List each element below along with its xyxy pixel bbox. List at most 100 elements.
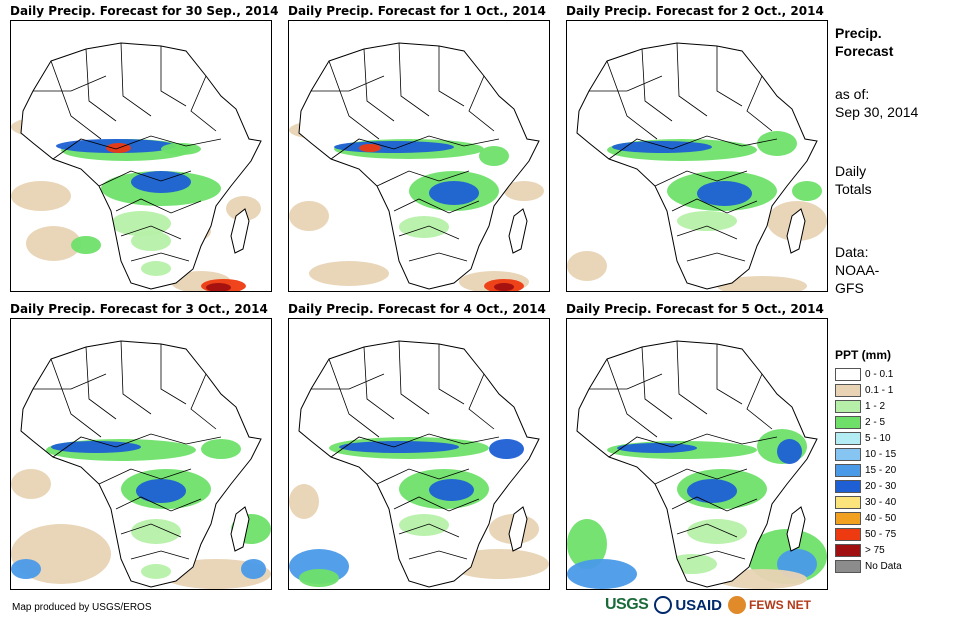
precip-area <box>494 283 514 291</box>
as-of-value: Sep 30, 2014 <box>835 104 919 120</box>
precip-area <box>399 216 449 238</box>
precip-area <box>226 196 261 221</box>
legend-swatch <box>835 367 861 381</box>
country-border <box>115 496 202 512</box>
legend-label: 20 - 30 <box>865 480 897 492</box>
country-border <box>363 346 395 420</box>
coastline <box>576 340 818 588</box>
precip-area <box>131 171 191 193</box>
country-border <box>120 523 182 538</box>
precip-area <box>241 559 266 579</box>
map-title: Daily Precip. Forecast for 4 Oct., 2014 <box>288 302 546 316</box>
country-border <box>606 358 658 438</box>
legend-label: 15 - 20 <box>865 464 897 476</box>
legend-label: No Data <box>865 560 902 572</box>
legend-label: 1 - 2 <box>865 400 886 412</box>
africa-landmass <box>21 43 261 289</box>
country-border <box>398 225 460 240</box>
legend-swatch <box>835 511 861 525</box>
precip-area <box>567 559 637 589</box>
country-border <box>654 170 748 187</box>
usaid-seal-icon <box>654 596 673 614</box>
legend-item: 20 - 30 <box>835 478 902 494</box>
precip-area <box>131 231 171 251</box>
legend-item: No Data <box>835 558 902 574</box>
country-border <box>330 433 500 458</box>
precip-area <box>71 236 101 254</box>
country-border <box>376 468 470 485</box>
legend-label: 10 - 15 <box>865 448 897 460</box>
legend-swatch <box>835 399 861 413</box>
precip-area <box>201 439 241 459</box>
legend-label: 2 - 5 <box>865 416 886 428</box>
coastline <box>20 42 262 290</box>
legend-swatch <box>835 527 861 541</box>
data-line: NOAA- <box>835 262 880 278</box>
data-line: Data: <box>835 244 869 260</box>
country-border <box>641 48 673 122</box>
precip-area <box>567 519 607 569</box>
coastline <box>576 42 818 290</box>
country-border <box>676 523 738 538</box>
country-border <box>676 225 738 240</box>
africa-landmass <box>299 43 539 289</box>
country-border <box>363 48 395 122</box>
legend-swatch <box>835 495 861 509</box>
precip-area <box>141 261 171 276</box>
country-border <box>120 42 152 117</box>
country-border <box>671 198 758 214</box>
africa-map-svg <box>11 42 262 291</box>
legend-label: 40 - 50 <box>865 512 897 524</box>
legend-swatch <box>835 415 861 429</box>
legend-label: 5 - 10 <box>865 432 891 444</box>
precip-area <box>792 181 822 201</box>
country-border <box>311 75 385 92</box>
legend-swatch <box>835 479 861 493</box>
usgs-logo: USGS <box>605 596 649 613</box>
precip-area <box>11 469 51 499</box>
legend-swatch <box>835 463 861 477</box>
legend-swatch <box>835 559 861 573</box>
africa-landmass <box>21 341 261 587</box>
map-credit: Map produced by USGS/EROS <box>12 602 152 613</box>
madagascar <box>508 208 528 254</box>
as-of-label: as of: <box>835 86 870 102</box>
usaid-logo: USAID <box>654 596 722 614</box>
country-border <box>120 225 182 240</box>
precip-area <box>429 181 479 205</box>
precip-area <box>11 559 41 579</box>
country-border <box>50 358 102 438</box>
country-border <box>686 550 746 560</box>
country-border <box>608 135 778 160</box>
madagascar <box>230 506 250 552</box>
precip-area <box>504 181 544 201</box>
precip-area <box>289 484 319 519</box>
map-title: Daily Precip. Forecast for 5 Oct., 2014 <box>566 302 824 316</box>
precip-area <box>429 479 474 501</box>
legend-item: 5 - 10 <box>835 430 902 446</box>
country-border <box>686 252 746 262</box>
madagascar <box>230 208 250 254</box>
data-source: Data: NOAA- GFS <box>835 243 879 297</box>
precip-area <box>667 554 717 574</box>
legend-label: 0.1 - 1 <box>865 384 894 396</box>
legend-item: > 75 <box>835 542 902 558</box>
country-border <box>408 550 468 560</box>
precip-map <box>10 20 272 292</box>
coastline <box>20 340 262 588</box>
precip-map <box>566 318 828 590</box>
country-border <box>160 344 187 405</box>
fews-globe-icon <box>728 596 747 614</box>
heading-line: Precip. <box>835 25 882 41</box>
country-border <box>98 170 192 187</box>
map-title: Daily Precip. Forecast for 3 Oct., 2014 <box>10 302 268 316</box>
fews-net-logo: FEWS NET <box>728 596 811 614</box>
coastline <box>298 42 540 290</box>
legend-label: 30 - 40 <box>865 496 897 508</box>
country-border <box>85 346 117 420</box>
country-border <box>330 135 500 160</box>
country-border <box>671 496 758 512</box>
precip-area <box>11 181 71 211</box>
legend-label: 0 - 0.1 <box>865 368 894 380</box>
country-border <box>606 60 658 140</box>
